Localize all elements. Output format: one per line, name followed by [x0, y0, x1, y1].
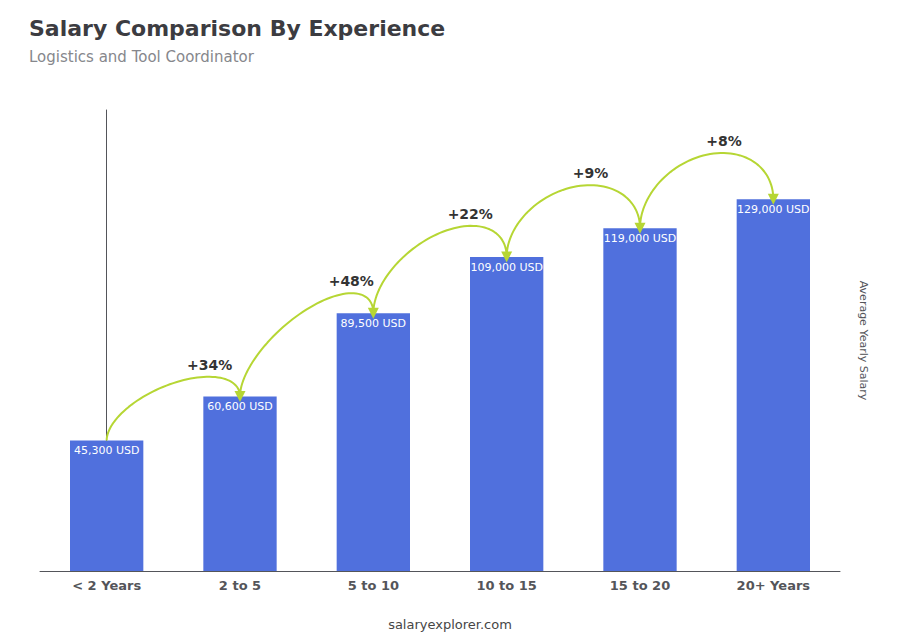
svg-text:45,300 USD: 45,300 USD — [74, 444, 140, 457]
svg-text:2 to 5: 2 to 5 — [219, 578, 261, 593]
svg-text:Logistics and Tool Coordinator: Logistics and Tool Coordinator — [29, 48, 255, 66]
svg-text:89,500 USD: 89,500 USD — [341, 317, 407, 330]
svg-text:+34%: +34% — [187, 357, 232, 373]
svg-text:salaryexplorer.com: salaryexplorer.com — [388, 617, 512, 632]
svg-text:10 to 15: 10 to 15 — [476, 578, 536, 593]
svg-text:Average Yearly Salary: Average Yearly Salary — [857, 281, 870, 401]
svg-text:20+ Years: 20+ Years — [737, 578, 811, 593]
svg-text:129,000 USD: 129,000 USD — [737, 203, 810, 216]
svg-text:Salary Comparison By Experienc: Salary Comparison By Experience — [29, 16, 445, 41]
svg-text:+22%: +22% — [448, 206, 493, 222]
svg-text:109,000 USD: 109,000 USD — [470, 261, 543, 274]
svg-text:15 to 20: 15 to 20 — [610, 578, 670, 593]
svg-text:60,600 USD: 60,600 USD — [207, 400, 273, 413]
svg-text:5 to 10: 5 to 10 — [348, 578, 399, 593]
svg-text:< 2 Years: < 2 Years — [72, 578, 141, 593]
svg-text:119,000 USD: 119,000 USD — [604, 232, 677, 245]
svg-text:+48%: +48% — [329, 273, 374, 289]
svg-text:+9%: +9% — [573, 165, 609, 181]
svg-text:+8%: +8% — [706, 133, 742, 149]
